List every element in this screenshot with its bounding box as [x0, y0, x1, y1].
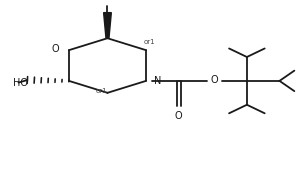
- Text: O: O: [52, 44, 59, 54]
- Text: O: O: [210, 75, 218, 85]
- Text: HO: HO: [13, 78, 27, 88]
- Polygon shape: [104, 13, 111, 38]
- Text: or1: or1: [96, 88, 107, 94]
- Text: N: N: [153, 76, 161, 86]
- Text: or1: or1: [143, 39, 155, 45]
- Text: O: O: [175, 111, 182, 121]
